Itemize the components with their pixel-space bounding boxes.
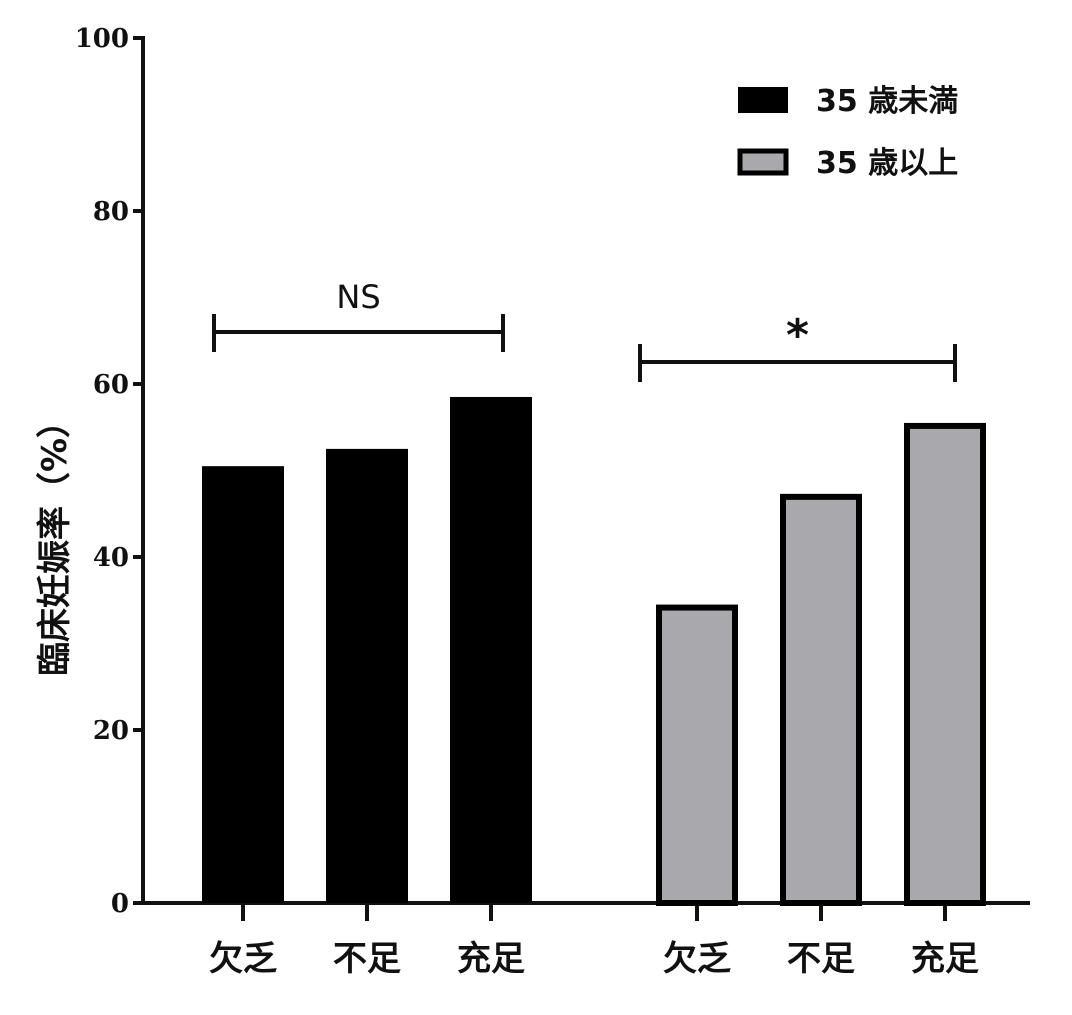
legend: 35 歳未満 35 歳以上 — [737, 84, 958, 181]
y-tick-label: 100 — [75, 24, 129, 54]
x-tick-label: 充足 — [457, 939, 525, 979]
legend-swatch — [738, 87, 788, 113]
x-tick-label: 欠乏 — [663, 939, 731, 979]
x-tick-label: 不足 — [787, 939, 855, 979]
legend-label: 35 歳未満 — [816, 84, 958, 119]
y-tick-label: 80 — [93, 197, 129, 227]
y-axis-label: 臨床妊娠率（%） — [35, 404, 75, 676]
significance-label: NS — [336, 278, 380, 316]
y-tick-label: 60 — [93, 370, 129, 400]
significance-brackets: NS * — [212, 278, 957, 382]
bar — [656, 604, 738, 906]
axes: 0 20 40 60 80 100 欠乏 不足 充足 欠乏 不足 充足 — [75, 24, 1030, 979]
bar — [780, 493, 862, 906]
x-tick-label: 欠乏 — [209, 939, 277, 979]
bar — [326, 448, 408, 903]
y-tick-label: 20 — [93, 716, 129, 746]
x-tick-label: 充足 — [911, 939, 979, 979]
y-tick-label: 40 — [93, 543, 129, 573]
bar — [202, 466, 284, 903]
bar — [450, 396, 532, 903]
y-tick-label: 0 — [111, 889, 129, 919]
bars — [202, 396, 986, 906]
x-tick-label: 不足 — [333, 939, 401, 979]
legend-label: 35 歳以上 — [816, 146, 958, 181]
bar — [904, 422, 986, 906]
significance-label: * — [786, 310, 809, 361]
legend-swatch — [737, 148, 789, 176]
